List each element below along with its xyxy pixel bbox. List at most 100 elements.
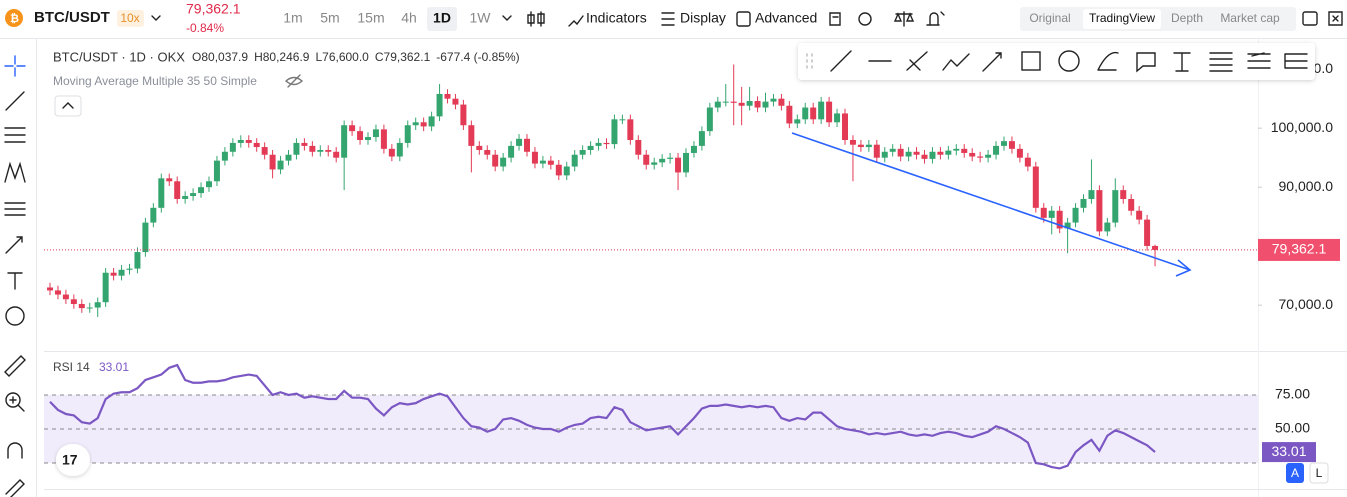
- view-tab[interactable]: Market cap: [1220, 11, 1280, 25]
- candle-body: [905, 151, 912, 157]
- candle-body: [372, 129, 379, 138]
- trend-line-drawing[interactable]: [791, 132, 1192, 277]
- ruler-tool[interactable]: [4, 355, 26, 377]
- candle-body: [269, 154, 276, 170]
- template-icon[interactable]: [829, 12, 841, 26]
- candle-body: [667, 157, 674, 159]
- coin-icon: [5, 9, 23, 27]
- candle-body: [826, 101, 833, 123]
- hide-icon[interactable]: [285, 74, 304, 88]
- candle-body: [762, 101, 769, 108]
- candle-body: [603, 142, 610, 145]
- leverage[interactable]: 10x: [120, 11, 139, 25]
- collapse-button[interactable]: [54, 95, 82, 117]
- view-tab[interactable]: Depth: [1171, 11, 1203, 25]
- indicator-name[interactable]: Moving Average Multiple 35 50 Simple: [53, 74, 257, 88]
- price: 79,362.1: [186, 1, 241, 17]
- legend-symbol: BTC/USDT · 1D · OKX: [53, 49, 185, 64]
- indicators[interactable]: Indicators: [586, 10, 647, 26]
- candle-body: [770, 98, 777, 102]
- ohlc-value: 80,246.9: [263, 50, 310, 64]
- view-tab[interactable]: TradingView: [1089, 11, 1155, 25]
- indicators-icon[interactable]: [568, 15, 584, 27]
- candle-body: [722, 101, 729, 103]
- candle-body: [301, 142, 308, 146]
- dt-pitchfork[interactable]: [1284, 53, 1308, 69]
- interval[interactable]: 1D: [433, 10, 451, 26]
- log-scale-label[interactable]: L: [1316, 466, 1323, 480]
- chart-type-icon[interactable]: [527, 11, 545, 27]
- text-tool[interactable]: [7, 272, 23, 290]
- log-scale[interactable]: [1309, 462, 1329, 484]
- dt-circle[interactable]: [1058, 50, 1080, 72]
- dt-line[interactable]: [830, 50, 852, 72]
- advanced-icon[interactable]: [736, 11, 751, 27]
- dt-fib[interactable]: [1209, 52, 1233, 72]
- candle-body: [1056, 210, 1063, 229]
- gann-tool[interactable]: [4, 202, 26, 216]
- candle-body: [889, 148, 896, 152]
- fullscreen-icon[interactable]: [1328, 11, 1343, 26]
- candle-body: [118, 269, 125, 276]
- candle-body: [547, 160, 554, 165]
- magnet-tool[interactable]: [7, 442, 23, 459]
- pencil-tool[interactable]: [5, 479, 25, 497]
- candle-body: [929, 151, 936, 159]
- interval[interactable]: 1m: [283, 10, 302, 26]
- line-tool[interactable]: [5, 91, 25, 111]
- candle-body: [595, 142, 602, 146]
- dt-ray[interactable]: [906, 51, 928, 71]
- interval[interactable]: 1W: [470, 10, 492, 26]
- candle-body: [341, 125, 348, 158]
- candle-body: [675, 157, 682, 173]
- candle-body: [627, 119, 634, 140]
- rsi-tick-label: 50.00: [1275, 420, 1310, 436]
- dt-rect[interactable]: [1021, 51, 1041, 71]
- settings-icon[interactable]: [858, 12, 872, 26]
- auto-scale-label[interactable]: A: [1291, 466, 1299, 480]
- dt-text[interactable]: [1173, 52, 1191, 72]
- candle-body: [921, 154, 928, 159]
- compare-icon[interactable]: [893, 11, 915, 27]
- emoji-tool[interactable]: [5, 306, 25, 326]
- interval[interactable]: 4h: [401, 10, 417, 26]
- alert-icon[interactable]: [926, 11, 945, 26]
- dt-arrow[interactable]: [982, 52, 1002, 72]
- display[interactable]: Display: [680, 10, 726, 26]
- zoom-tool[interactable]: [5, 392, 21, 408]
- candle-body: [1136, 210, 1143, 220]
- crosshair-tool[interactable]: [4, 55, 26, 77]
- candle-body: [563, 166, 570, 176]
- interval-more[interactable]: [502, 15, 512, 21]
- candle-body: [571, 154, 578, 167]
- pattern-tool[interactable]: [4, 161, 26, 183]
- interval[interactable]: 15m: [357, 10, 384, 26]
- arrow-tool[interactable]: [5, 236, 23, 254]
- candle-body: [468, 125, 475, 146]
- dt-channel[interactable]: [1247, 52, 1271, 69]
- chevron[interactable]: [151, 15, 161, 21]
- drag-handle[interactable]: [806, 53, 813, 69]
- fib-tool[interactable]: [4, 127, 26, 143]
- view-tab[interactable]: Original: [1029, 11, 1070, 25]
- rsi-badge-label: 33.01: [1271, 443, 1306, 459]
- advanced[interactable]: Advanced: [755, 10, 817, 26]
- candle-body: [865, 144, 872, 148]
- display-icon[interactable]: [661, 12, 675, 26]
- dt-arc[interactable]: [1097, 51, 1119, 71]
- candle-body: [1112, 190, 1119, 223]
- candle-body: [261, 147, 268, 155]
- candle-body: [166, 178, 173, 182]
- candle-body: [706, 107, 713, 132]
- dt-note[interactable]: [1136, 52, 1156, 73]
- symbol[interactable]: BTC/USDT: [34, 9, 110, 26]
- candle-body: [174, 181, 181, 199]
- auto-scale[interactable]: [1286, 463, 1304, 483]
- legend: BTC/USDT · 1D · OKX O 80,037.9 H 80,246.9 L 7…: [53, 49, 520, 476]
- leverage-badge[interactable]: [117, 10, 144, 27]
- layout-icon[interactable]: [1302, 11, 1318, 26]
- dt-path[interactable]: [942, 53, 970, 71]
- interval[interactable]: 5m: [320, 10, 339, 26]
- candle-body: [1120, 190, 1127, 199]
